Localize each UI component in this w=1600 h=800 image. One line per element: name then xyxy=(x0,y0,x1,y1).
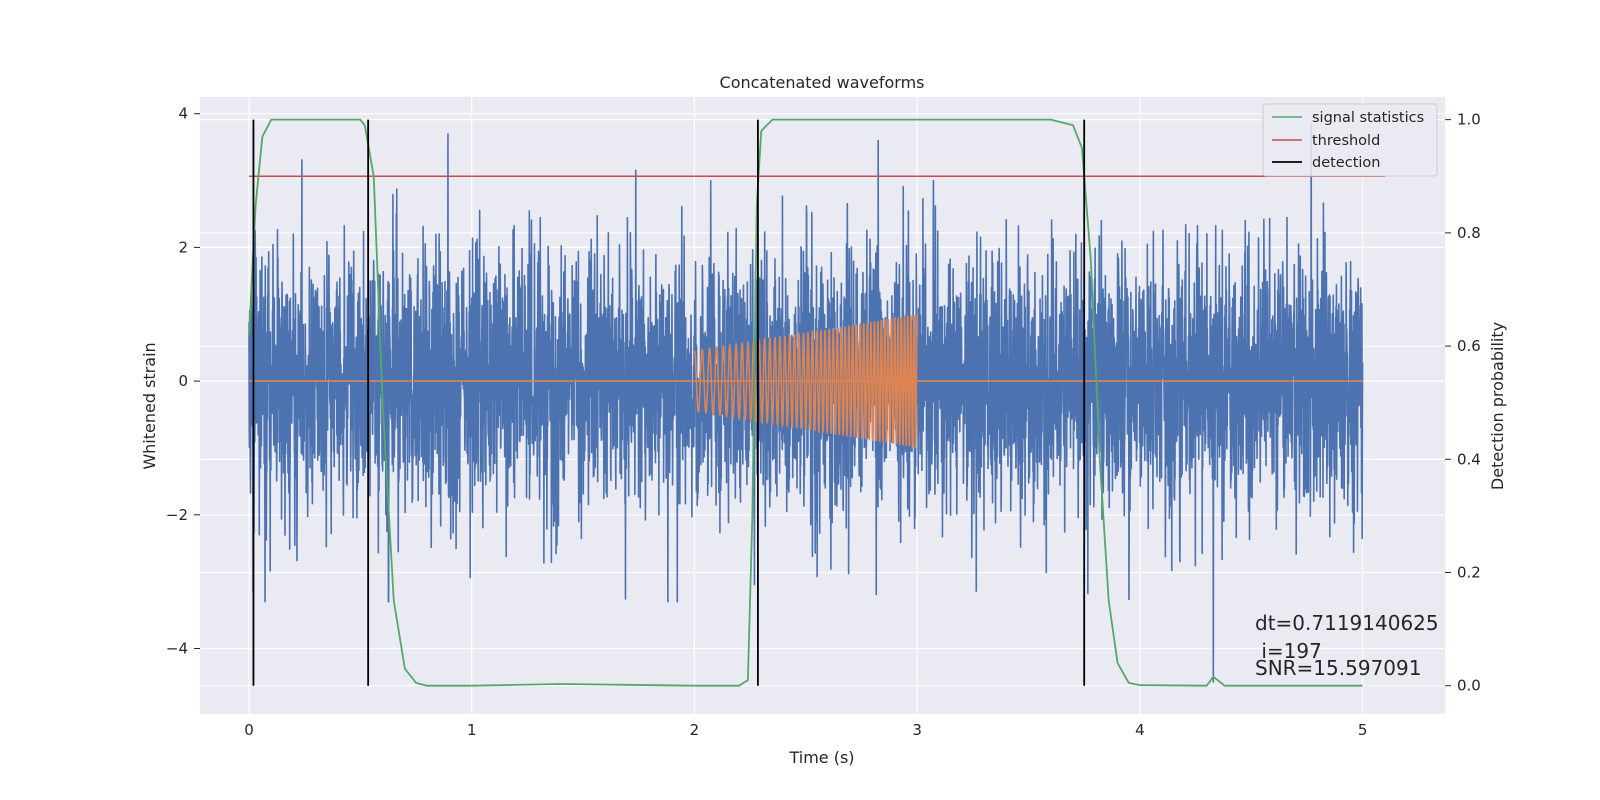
y-tick-label-right: 0.6 xyxy=(1457,337,1481,355)
ticks: 0 1 2 3 4 5 −4 −2 0 2 4 0.0 0.2 0.4 0.6 0.8 1.0 xyxy=(166,105,1481,739)
y-tick-label-right: 1.0 xyxy=(1457,111,1481,129)
y-axis-label-left: Whitened strain xyxy=(140,342,159,469)
y-axis-label-right: Detection probability xyxy=(1488,322,1507,490)
chart-title: Concatenated waveforms xyxy=(720,73,925,92)
y-tick-label-left: 0 xyxy=(178,372,188,390)
x-tick-label: 0 xyxy=(244,721,254,739)
y-tick-label-left: −4 xyxy=(166,639,188,657)
x-tick-label: 4 xyxy=(1135,721,1145,739)
x-tick-label: 2 xyxy=(690,721,700,739)
x-tick-label: 3 xyxy=(912,721,922,739)
x-axis-label: Time (s) xyxy=(788,748,854,767)
y-tick-label-right: 0.0 xyxy=(1457,677,1481,695)
y-tick-label-left: −2 xyxy=(166,506,188,524)
y-tick-label-left: 4 xyxy=(178,105,188,123)
annotation-index: i=197 xyxy=(1255,639,1322,663)
strain-line xyxy=(248,122,1364,683)
y-tick-label-left: 2 xyxy=(178,238,188,256)
legend-entry-detection: detection xyxy=(1312,155,1380,171)
template-chirp-line xyxy=(693,313,918,450)
annotation-dt: dt=0.7119140625 xyxy=(1255,611,1439,635)
x-tick-label: 1 xyxy=(467,721,477,739)
annotation-snr: SNR=15.597091 xyxy=(1255,656,1421,680)
legend: signal statistics threshold detection xyxy=(1262,103,1438,177)
y-tick-label-right: 0.8 xyxy=(1457,224,1481,242)
signal-statistics-line xyxy=(248,118,1363,687)
y-tick-label-right: 0.4 xyxy=(1457,450,1481,468)
legend-box xyxy=(1262,103,1438,177)
legend-entry-statistics: signal statistics xyxy=(1312,110,1424,126)
legend-entry-threshold: threshold xyxy=(1312,133,1380,149)
x-tick-label: 5 xyxy=(1358,721,1368,739)
series-layer xyxy=(248,118,1385,687)
y-tick-label-right: 0.2 xyxy=(1457,563,1481,581)
